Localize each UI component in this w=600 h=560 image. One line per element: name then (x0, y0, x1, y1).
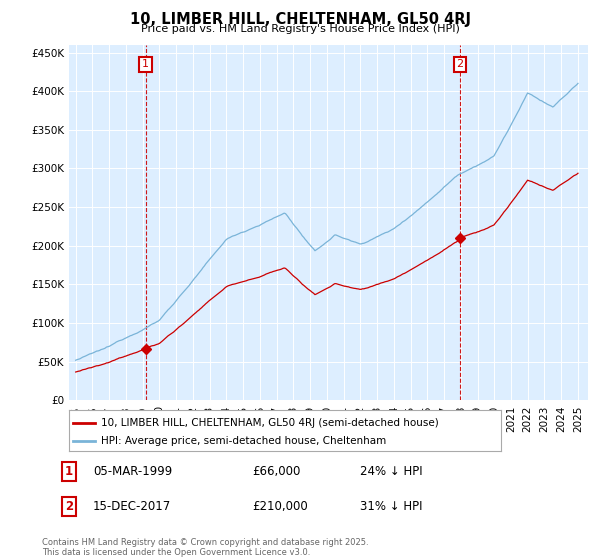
Text: 15-DEC-2017: 15-DEC-2017 (93, 500, 171, 514)
Text: Price paid vs. HM Land Registry's House Price Index (HPI): Price paid vs. HM Land Registry's House … (140, 24, 460, 34)
Text: 10, LIMBER HILL, CHELTENHAM, GL50 4RJ: 10, LIMBER HILL, CHELTENHAM, GL50 4RJ (130, 12, 470, 27)
Text: £210,000: £210,000 (252, 500, 308, 514)
Text: Contains HM Land Registry data © Crown copyright and database right 2025.
This d: Contains HM Land Registry data © Crown c… (42, 538, 368, 557)
Text: 2: 2 (457, 59, 464, 69)
Text: 31% ↓ HPI: 31% ↓ HPI (360, 500, 422, 514)
Text: 24% ↓ HPI: 24% ↓ HPI (360, 465, 422, 478)
Text: 10, LIMBER HILL, CHELTENHAM, GL50 4RJ (semi-detached house): 10, LIMBER HILL, CHELTENHAM, GL50 4RJ (s… (101, 418, 439, 428)
Text: £66,000: £66,000 (252, 465, 301, 478)
Text: 2: 2 (65, 500, 73, 514)
Text: 05-MAR-1999: 05-MAR-1999 (93, 465, 172, 478)
Text: HPI: Average price, semi-detached house, Cheltenham: HPI: Average price, semi-detached house,… (101, 436, 386, 446)
Text: 1: 1 (142, 59, 149, 69)
Text: 1: 1 (65, 465, 73, 478)
